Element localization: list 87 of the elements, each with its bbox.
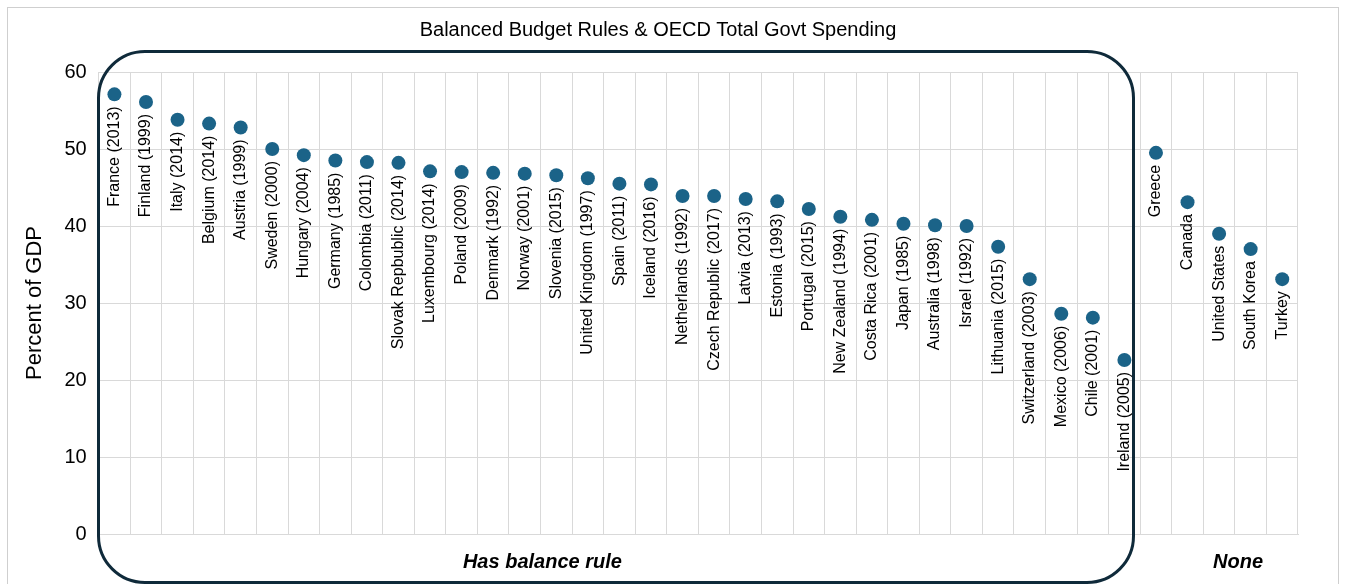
- x-tick-label: Czech Republic (2017): [704, 207, 722, 371]
- x-tick-label: New Zealand (1994): [830, 228, 848, 374]
- x-tick-label: Belgium (2014): [199, 135, 217, 245]
- y-tick-label: 10: [64, 444, 87, 467]
- x-tick-label: Italy (2014): [167, 131, 185, 212]
- x-tick-label: Colombia (2011): [357, 174, 375, 292]
- point: [549, 168, 564, 183]
- point: [265, 142, 280, 156]
- point: [296, 148, 311, 163]
- chart-title: Balanced Budget Rules & OECD Total Govt Spending: [419, 17, 897, 40]
- x-tick-label: United States: [1209, 245, 1227, 342]
- point: [233, 120, 248, 135]
- point: [1275, 272, 1290, 287]
- point: [864, 212, 879, 227]
- x-tick-label: Austria (1999): [231, 139, 249, 240]
- x-tick-label: Sweden (2000): [262, 161, 280, 270]
- point: [833, 209, 848, 224]
- x-tick-label: Hungary (2004): [294, 167, 312, 279]
- x-tick-label: Slovak Repbublic (2014): [388, 174, 406, 350]
- x-tick-label: Japan (1985): [893, 235, 911, 330]
- x-tick-label: Slovenia (2015): [546, 187, 564, 300]
- x-tick-label: Estonia (1993): [767, 213, 785, 318]
- point: [138, 95, 153, 110]
- point: [928, 218, 943, 233]
- point: [202, 116, 217, 131]
- x-tick-label: Costa Rica (2001): [862, 231, 880, 361]
- x-tick-label: Germany (1985): [325, 172, 343, 290]
- point: [391, 155, 406, 170]
- y-tick-label: 60: [64, 59, 87, 82]
- x-tick-label: France (2013): [104, 106, 122, 207]
- x-tick-label: Iceland (2016): [641, 196, 659, 299]
- point: [1180, 195, 1195, 210]
- point: [707, 188, 722, 203]
- point: [612, 176, 627, 191]
- x-tick-label: Mexico (2006): [1051, 325, 1069, 428]
- point: [1054, 306, 1069, 321]
- point: [107, 87, 122, 102]
- point: [959, 219, 974, 233]
- x-tick-label: Spain (2011): [609, 195, 627, 287]
- point: [454, 165, 469, 180]
- point: [423, 164, 438, 179]
- point: [580, 171, 595, 186]
- x-tick-label: Latvia (2013): [736, 211, 754, 305]
- y-tick-label: 50: [64, 136, 87, 159]
- x-tick-label: Finland (1999): [136, 114, 154, 218]
- x-tick-label: Poland (2009): [452, 184, 470, 285]
- point: [675, 188, 690, 203]
- point: [1212, 226, 1227, 241]
- point: [770, 194, 785, 209]
- x-tick-label: Ireland (2005): [1114, 371, 1132, 472]
- point: [738, 192, 753, 207]
- point: [643, 177, 658, 192]
- point: [328, 153, 343, 168]
- point: [486, 165, 501, 180]
- x-tick-label: South Korea: [1241, 261, 1259, 351]
- point: [896, 216, 911, 231]
- x-tick-label: Luxembourg (2014): [420, 183, 438, 323]
- y-tick-label: 30: [64, 290, 87, 313]
- x-tick-label: Greece: [1146, 164, 1164, 218]
- point: [801, 202, 816, 217]
- x-tick-label: Netherlands (1992): [672, 207, 690, 345]
- text: Has balance rule: [462, 549, 622, 572]
- y-axis-title: Percent of GDP: [21, 225, 47, 381]
- y-tick-label: 40: [64, 213, 87, 236]
- y-tick-label: 20: [64, 367, 87, 390]
- x-tick-label: Canada: [1177, 214, 1195, 271]
- x-tick-label: Israel (1992): [957, 238, 975, 328]
- point: [1148, 145, 1163, 160]
- x-tick-label: Norway (2001): [515, 185, 533, 291]
- point: [1085, 310, 1100, 325]
- x-tick-label: Portugal (2015): [799, 221, 817, 332]
- point: [991, 239, 1006, 254]
- x-tick-label: Switzerland (2003): [1020, 291, 1038, 425]
- x-tick-label: Denmark (1992): [483, 184, 501, 301]
- x-tick-label: Turkey: [1272, 291, 1290, 340]
- point: [1022, 272, 1037, 287]
- x-tick-label: Australia (1998): [925, 237, 943, 351]
- y-tick-label: 0: [75, 521, 87, 544]
- text: None: [1213, 549, 1264, 572]
- point: [359, 155, 374, 170]
- x-tick-label: United Kingdom (1997): [578, 190, 596, 355]
- point: [517, 166, 532, 181]
- x-tick-label: Lithuania (2015): [988, 258, 1006, 375]
- point: [170, 112, 185, 127]
- x-tick-label: Chile (2001): [1083, 329, 1101, 417]
- point: [1117, 352, 1132, 367]
- point: [1243, 242, 1258, 257]
